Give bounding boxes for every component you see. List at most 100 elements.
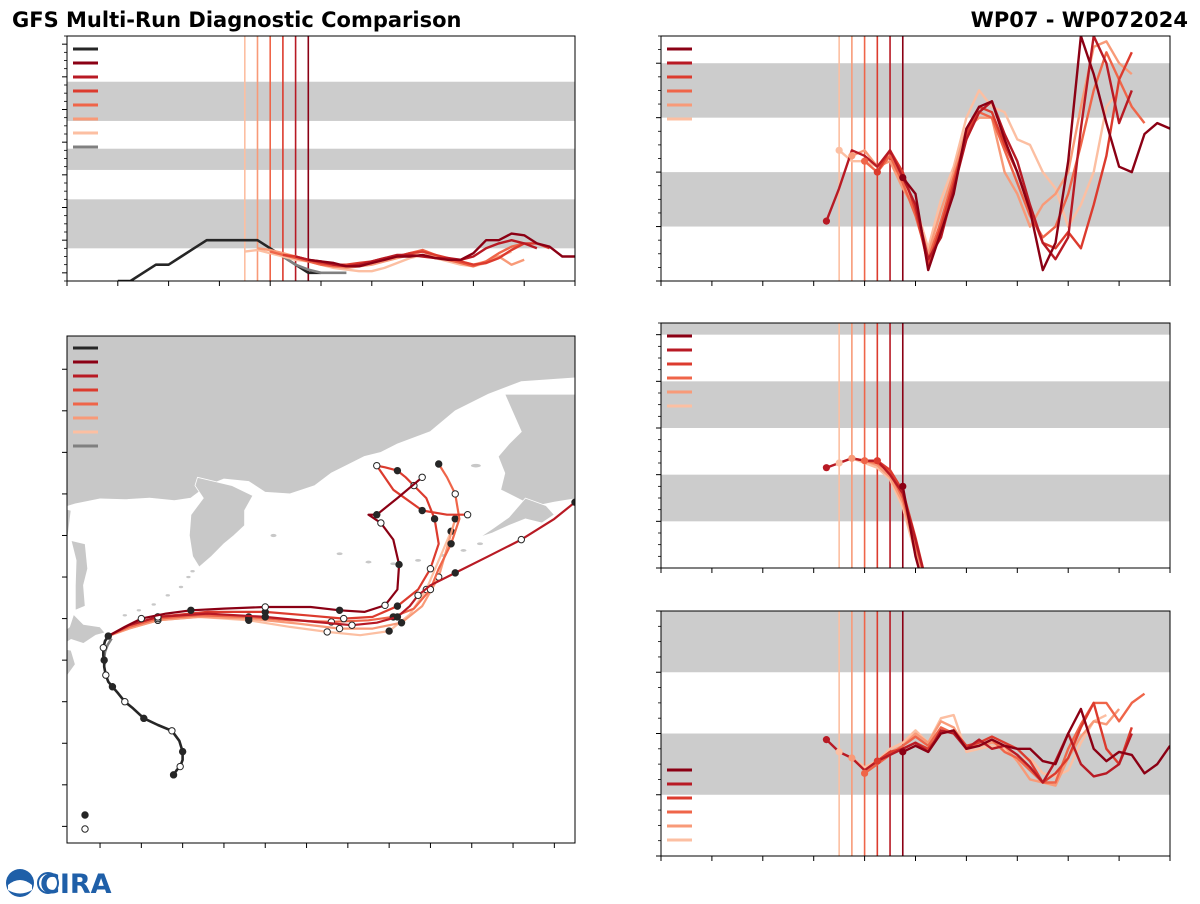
rh-series-line: [863, 692, 1146, 784]
track-fix-marker: [435, 460, 443, 468]
alaska-landmass: [497, 393, 575, 507]
track-fix-marker: [137, 614, 146, 623]
track-fix-marker: [451, 569, 459, 577]
st-lawrence-island: [470, 463, 481, 468]
track-fix-marker: [261, 603, 269, 611]
kamchatka-landmass: [188, 476, 254, 568]
kuril-island: [165, 594, 170, 597]
track-fix-marker: [397, 619, 406, 627]
kuril-island: [178, 585, 184, 589]
track-fix-marker: [348, 621, 356, 629]
track-fix-marker: [451, 490, 459, 498]
intensity-band: [67, 148, 575, 170]
aleutian-island: [336, 552, 343, 556]
track-best-marker: [178, 747, 187, 756]
track-fix-marker: [335, 624, 344, 633]
sst-band: [661, 474, 1170, 522]
track-best-marker: [104, 632, 113, 640]
rh-init-marker: [835, 748, 843, 756]
sakhalin-landmass: [70, 539, 89, 611]
track-fix-marker: [414, 591, 422, 600]
intensity-panel: [62, 35, 576, 286]
track-best-marker: [99, 643, 108, 652]
track-fix-marker: [335, 606, 344, 614]
sst-init-marker: [835, 459, 843, 467]
track-series-line: [107, 464, 468, 637]
rh-series-line: [902, 707, 1170, 775]
rh-plot-area: [822, 692, 1170, 787]
sst-band: [661, 323, 1170, 335]
track-fix-marker: [447, 540, 455, 548]
shear-series-line: [876, 51, 1133, 266]
rh-panel: [656, 610, 1171, 861]
shear-plot-area: [822, 36, 1170, 272]
aleutian-island: [460, 549, 467, 552]
track-fix-marker: [340, 614, 348, 623]
kuril-island: [186, 575, 191, 579]
cira-globe-icon: [37, 872, 59, 894]
rh-init-marker: [873, 757, 881, 765]
track-fix-marker: [381, 601, 389, 609]
aleutian-island: [390, 562, 397, 566]
alaska-peninsula: [479, 497, 555, 538]
track-best-marker: [169, 771, 178, 779]
aleutian-island: [415, 559, 422, 562]
kuril-island: [122, 614, 128, 617]
shear-init-marker: [899, 173, 907, 182]
shear-series-line: [863, 51, 1146, 261]
sst-series-line: [901, 486, 920, 568]
track-panel: [62, 335, 576, 848]
shear-init-marker: [835, 146, 843, 154]
kuril-island: [136, 609, 142, 612]
track-best-marker: [140, 714, 148, 723]
cira-logo: CIRA: [6, 869, 112, 900]
sst-init-marker: [873, 457, 881, 465]
track-fix-marker: [451, 515, 459, 523]
intensity-series-line: [308, 232, 575, 268]
shear-init-marker: [848, 152, 856, 160]
rh-init-marker: [822, 736, 831, 744]
shear-init-marker: [861, 157, 869, 165]
rh-band: [661, 611, 1170, 673]
track-best-marker: [121, 698, 129, 706]
track-fix-marker: [385, 627, 393, 635]
track-map-area: [67, 336, 575, 843]
intensity-band: [67, 81, 575, 121]
intensity-plot-area: [117, 232, 575, 281]
sst-init-marker: [899, 482, 907, 490]
track-fix-marker: [187, 606, 195, 614]
track-fix-marker: [418, 473, 426, 481]
track-fix-marker: [323, 628, 331, 636]
shear-series-line: [825, 36, 1133, 261]
track-fix-marker: [377, 519, 385, 527]
sst-panel: [656, 322, 1171, 573]
track-fix-marker: [261, 613, 269, 621]
track-best-marker: [100, 656, 108, 664]
track-fix-marker: [373, 510, 381, 519]
aleutian-island: [365, 560, 372, 564]
shear-series-line: [901, 36, 1170, 272]
commander-island: [270, 533, 277, 538]
aleutian-island: [477, 542, 484, 546]
track-marker-legend-symbol: [81, 825, 89, 833]
honshu-landmass: [67, 649, 76, 690]
kuril-island: [190, 570, 195, 573]
figure-title: GFS Multi-Run Diagnostic Comparison: [12, 8, 461, 32]
track-best-marker: [108, 683, 117, 691]
storm-id: WP07 - WP072024: [971, 8, 1188, 32]
track-marker-legend-symbol: [81, 811, 89, 819]
hokkaido-landmass: [67, 613, 106, 644]
shear-init-marker: [822, 217, 831, 225]
shear-init-marker: [873, 168, 881, 176]
rh-init-marker: [848, 754, 856, 762]
track-fix-marker: [418, 506, 426, 515]
track-fix-marker: [463, 510, 472, 519]
track-fix-marker: [393, 466, 402, 475]
track-best-marker: [176, 762, 184, 771]
shear-panel: [656, 35, 1171, 286]
track-fix-marker: [373, 461, 381, 470]
siberia-landmass: [67, 336, 575, 507]
track-fix-marker: [517, 535, 526, 544]
